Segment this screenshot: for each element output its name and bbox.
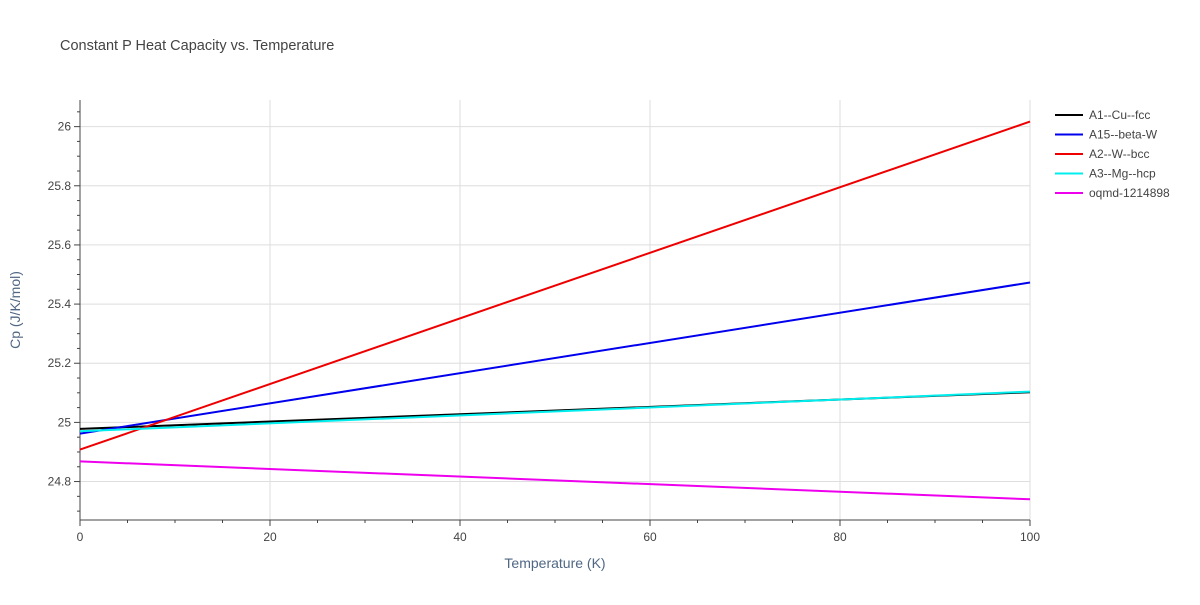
legend-label: A3--Mg--hcp bbox=[1089, 167, 1156, 181]
x-tick-label: 0 bbox=[77, 530, 84, 544]
x-tick-label: 20 bbox=[263, 530, 277, 544]
gridlines bbox=[80, 100, 1031, 520]
y-tick-label: 25.8 bbox=[48, 179, 72, 193]
legend-item[interactable]: A2--W--bcc bbox=[1055, 147, 1149, 161]
y-tick-label: 25 bbox=[58, 415, 72, 429]
series-line-4 bbox=[79, 460, 1031, 501]
legend-label: A2--W--bcc bbox=[1089, 147, 1149, 161]
legend-item[interactable]: oqmd-1214898 bbox=[1055, 186, 1170, 200]
series-line-2 bbox=[79, 120, 1031, 451]
tick-labels: 0 20 40 60 80 100 24.8 25 25.2 25.4 25.6 25.8 26 bbox=[48, 120, 1041, 544]
chart-title: Constant P Heat Capacity vs. Temperature bbox=[60, 38, 334, 54]
y-tick-label: 25.2 bbox=[48, 356, 72, 370]
x-tick-label: 60 bbox=[643, 530, 657, 544]
y-tick-label: 24.8 bbox=[48, 475, 72, 489]
x-tick-label: 40 bbox=[453, 530, 467, 544]
legend-item[interactable]: A1--Cu--fcc bbox=[1055, 108, 1150, 122]
y-tick-label: 26 bbox=[58, 120, 72, 134]
series-line-3 bbox=[79, 390, 1031, 433]
y-axis-label: Cp (J/K/mol) bbox=[7, 271, 23, 349]
legend-item[interactable]: A3--Mg--hcp bbox=[1055, 167, 1156, 181]
legend-item[interactable]: A15--beta-W bbox=[1055, 128, 1158, 142]
legend-label: A15--beta-W bbox=[1089, 128, 1158, 142]
x-tick-label: 100 bbox=[1020, 530, 1040, 544]
legend-label: oqmd-1214898 bbox=[1089, 186, 1170, 200]
x-tick-label: 80 bbox=[833, 530, 847, 544]
series-line-1 bbox=[79, 281, 1031, 435]
y-tick-label: 25.6 bbox=[48, 238, 72, 252]
x-axis-label: Temperature (K) bbox=[504, 555, 605, 571]
legend-label: A1--Cu--fcc bbox=[1089, 108, 1150, 122]
legend[interactable]: A1--Cu--fcc A15--beta-W A2--W--bcc A3--Mg--… bbox=[1055, 108, 1170, 200]
y-tick-label: 25.4 bbox=[48, 297, 72, 311]
axes bbox=[74, 100, 1031, 526]
series-lines bbox=[79, 120, 1031, 501]
